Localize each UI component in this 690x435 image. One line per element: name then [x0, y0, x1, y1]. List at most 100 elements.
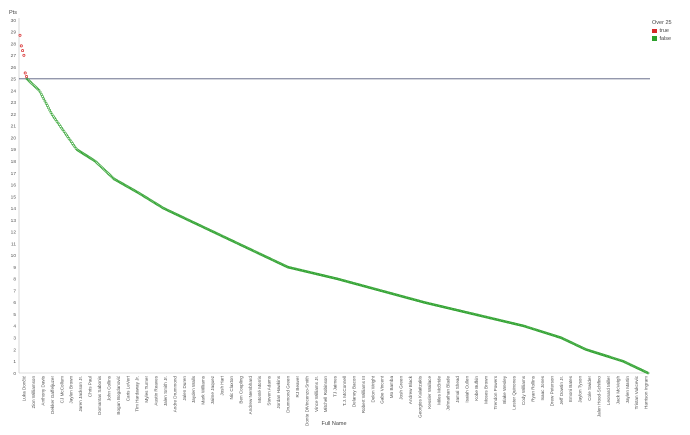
- data-point-false: [294, 267, 298, 271]
- x-tick-label: Caris LeVert: [125, 375, 130, 401]
- data-point-false: [363, 284, 366, 288]
- data-point-false: [330, 276, 334, 279]
- x-tick-label: Josh Hart: [220, 375, 225, 395]
- y-tick-label: 19: [11, 147, 17, 153]
- data-point-false: [371, 287, 375, 290]
- data-point-false: [601, 353, 604, 357]
- data-point-false: [427, 302, 431, 305]
- x-tick-label: Andrew Nembhard: [248, 376, 253, 415]
- data-point-false: [382, 290, 385, 293]
- data-point-false: [297, 268, 300, 271]
- data-point-false: [370, 286, 373, 290]
- data-point-false: [552, 334, 555, 337]
- data-point-false: [603, 354, 607, 357]
- data-point-false: [550, 333, 554, 337]
- x-tick-label: Myles Turner: [144, 376, 149, 403]
- data-point-false: [436, 304, 439, 307]
- data-point-false: [498, 318, 501, 322]
- data-point-false: [406, 296, 409, 300]
- y-tick-label: 13: [11, 218, 17, 224]
- data-point-false: [353, 282, 357, 285]
- x-tick-label: Johnathan Blade: [446, 376, 451, 411]
- data-point-false: [437, 304, 440, 308]
- data-point-false: [348, 280, 352, 284]
- x-tick-label: Delaney Bacon: [351, 376, 356, 408]
- data-point-false: [428, 302, 432, 306]
- data-point-false: [304, 270, 308, 273]
- y-tick-label: 17: [11, 171, 17, 177]
- data-point-false: [529, 326, 533, 330]
- data-point-false: [315, 272, 318, 276]
- data-point-false: [403, 295, 407, 299]
- data-point-false: [395, 293, 399, 297]
- x-tick-label: Cole Swider: [587, 376, 592, 401]
- x-tick-label: Jordan Hawkins: [276, 375, 281, 408]
- legend-entry-false[interactable]: false: [652, 36, 672, 42]
- data-point-false: [50, 113, 54, 116]
- data-point-false: [464, 310, 468, 314]
- data-point-false: [321, 274, 324, 277]
- data-point-true: [25, 75, 28, 78]
- data-point-false: [481, 314, 485, 318]
- y-tick-label: 8: [13, 277, 16, 283]
- x-tick-label: Gabe Vincent: [380, 375, 385, 403]
- data-point-false: [519, 324, 523, 327]
- y-tick-label: 3: [13, 336, 16, 342]
- x-tick-label: Donte DiVincenzo-Smith: [304, 376, 309, 426]
- data-point-false: [66, 135, 69, 138]
- data-point-false: [507, 321, 511, 324]
- data-point-false: [328, 275, 332, 279]
- y-tick-label: 15: [11, 194, 17, 200]
- x-tick-label: Tim Hardaway Jr.: [135, 376, 140, 412]
- data-point-false: [549, 333, 553, 336]
- data-point-false: [439, 305, 443, 308]
- data-point-false: [416, 299, 420, 303]
- data-point-false: [433, 303, 437, 307]
- x-tick-label: Blake Wesley: [502, 375, 507, 403]
- data-point-false: [449, 307, 452, 310]
- x-tick-label: Kobe Bufkin: [474, 376, 479, 401]
- data-point-false: [409, 297, 413, 301]
- data-point-false: [597, 352, 601, 355]
- data-point-false: [54, 118, 58, 121]
- x-tick-label: Bogan Bogdanović: [116, 375, 121, 414]
- data-point-false: [337, 278, 341, 281]
- data-point-false: [351, 281, 354, 285]
- data-point-false: [527, 326, 530, 329]
- y-tick-label: 25: [11, 77, 17, 83]
- x-tick-label: Lester Quinones: [512, 375, 517, 409]
- data-point-false: [522, 324, 525, 328]
- legend: Over 25 true false: [652, 20, 672, 43]
- x-tick-label: Anthony Davis: [40, 375, 45, 405]
- data-point-false: [491, 317, 494, 320]
- data-point-false: [340, 278, 343, 282]
- data-point-false: [432, 303, 436, 306]
- data-point-false: [286, 265, 290, 269]
- x-tick-label: Isaac Jones: [540, 375, 545, 400]
- data-point-false: [287, 266, 291, 269]
- y-tick-label: 0: [13, 371, 16, 377]
- data-point-false: [513, 322, 517, 326]
- data-point-false: [324, 274, 328, 278]
- data-point-false: [492, 317, 495, 321]
- data-point-false: [312, 272, 316, 275]
- data-point-false: [401, 295, 405, 298]
- data-point-false: [501, 319, 505, 323]
- data-point-false: [450, 307, 454, 311]
- data-point-false: [73, 145, 77, 149]
- legend-label-false: false: [659, 35, 672, 42]
- data-point-true: [22, 53, 26, 57]
- y-tick-label: 6: [13, 300, 16, 306]
- y-tick-label: 18: [11, 159, 17, 165]
- x-tick-label: T.J. McConnell: [342, 376, 347, 406]
- data-point-false: [539, 329, 542, 333]
- data-point-false: [390, 292, 394, 295]
- data-point-false: [372, 287, 376, 291]
- data-point-false: [49, 111, 53, 114]
- y-tick-label: 30: [11, 18, 17, 24]
- data-point-false: [547, 332, 550, 336]
- data-point-false: [590, 350, 594, 353]
- data-point-false: [67, 137, 71, 140]
- x-tick-label: Miles McBride: [436, 376, 441, 405]
- legend-entry-true[interactable]: true: [652, 28, 672, 34]
